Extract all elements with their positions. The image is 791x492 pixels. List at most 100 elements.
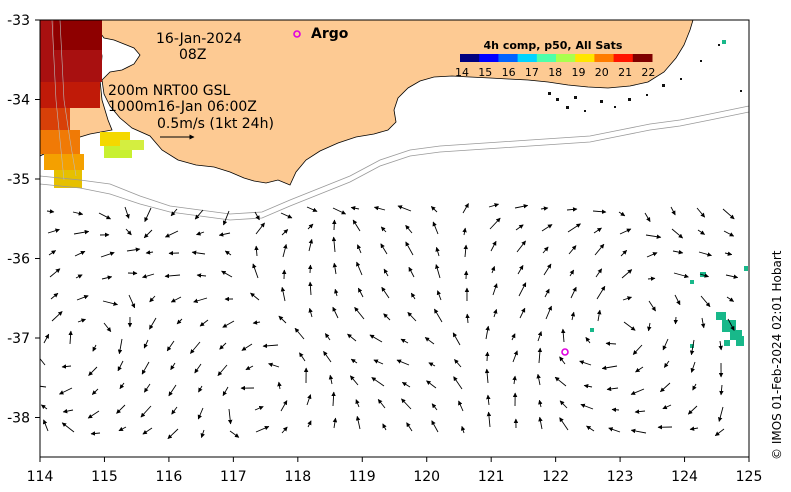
argo-legend-marker: [293, 30, 301, 38]
current-arrow: [381, 286, 390, 299]
time-label: 08Z: [179, 47, 206, 63]
current-arrow: [196, 273, 207, 278]
current-arrow: [596, 309, 602, 322]
current-arrow: [486, 394, 491, 406]
current-arrow: [191, 250, 206, 255]
current-arrow: [88, 366, 98, 376]
current-arrow: [486, 411, 492, 428]
current-arrow: [347, 333, 357, 342]
current-arrow: [663, 360, 670, 368]
current-arrow: [332, 306, 339, 319]
current-arrow: [324, 333, 331, 341]
colorbar-label: 16: [502, 66, 516, 79]
current-arrow: [700, 317, 706, 329]
current-arrow: [76, 295, 89, 301]
current-arrow: [593, 227, 602, 234]
contour-200m: [40, 105, 749, 215]
contour-200m-west: [59, 20, 77, 177]
current-arrow: [294, 327, 305, 340]
current-arrow: [579, 360, 592, 366]
current-arrow: [356, 261, 363, 276]
current-arrow: [143, 383, 151, 393]
colorbar-label: 17: [525, 66, 539, 79]
current-arrow: [432, 221, 439, 235]
y-axis: -33 -34 -35 -36 -37 -38: [7, 13, 40, 427]
y-tick-label: -33: [7, 13, 30, 29]
colorbar-labels: 14 15 16 17 18 19 20 21 22: [455, 66, 655, 79]
current-arrow: [611, 407, 620, 412]
current-arrow: [72, 211, 84, 216]
current-arrow: [543, 263, 552, 276]
current-arrow: [585, 337, 591, 344]
current-arrow: [119, 382, 125, 390]
y-tick-label: -35: [7, 172, 30, 188]
current-arrow: [166, 340, 175, 352]
current-arrow: [380, 243, 388, 255]
colorbar-label: 14: [455, 66, 469, 79]
current-arrow: [40, 385, 47, 388]
current-arrow: [356, 244, 362, 254]
current-arrow: [116, 404, 126, 414]
current-arrow: [218, 232, 231, 237]
x-tick-label: 120: [413, 469, 440, 485]
current-arrow: [355, 415, 361, 430]
current-arrow: [560, 328, 566, 343]
current-arrow: [61, 422, 75, 433]
current-arrow: [254, 406, 264, 411]
current-arrow: [164, 273, 181, 279]
current-arrow: [566, 207, 578, 212]
current-arrow: [518, 282, 527, 297]
current-arrow: [465, 313, 470, 324]
current-arrow: [75, 274, 83, 279]
current-arrow: [350, 206, 360, 211]
current-arrow: [542, 246, 549, 254]
current-arrow: [424, 337, 435, 345]
current-arrow: [140, 405, 152, 418]
current-arrow: [334, 288, 339, 297]
colorbar-label: 18: [548, 66, 562, 79]
x-tick-label: 118: [284, 469, 311, 485]
current-arrow: [380, 226, 387, 233]
current-arrow: [254, 211, 260, 221]
current-arrow: [142, 273, 155, 279]
current-arrow: [434, 308, 443, 323]
current-arrow: [727, 318, 735, 331]
current-arrow: [408, 266, 415, 278]
current-arrow: [485, 351, 490, 362]
current-arrow: [580, 403, 594, 410]
current-arrow: [73, 229, 90, 235]
current-arrow: [331, 236, 337, 253]
current-arrow: [306, 394, 312, 406]
current-arrow: [719, 384, 724, 396]
current-arrow: [352, 219, 361, 232]
current-arrow: [570, 311, 576, 321]
current-arrow: [662, 404, 672, 410]
current-arrow: [541, 224, 553, 232]
current-arrow: [462, 203, 469, 214]
current-arrow: [722, 208, 735, 220]
current-arrow: [718, 340, 723, 351]
current-arrow: [435, 264, 441, 279]
current-arrow: [229, 430, 240, 438]
current-arrow: [647, 276, 656, 281]
current-arrow: [144, 207, 152, 223]
colorbar-label: 15: [478, 66, 492, 79]
current-arrow: [605, 341, 617, 346]
current-arrow: [696, 207, 706, 218]
current-arrow: [280, 212, 293, 219]
current-arrow: [100, 251, 115, 258]
current-arrow: [538, 399, 543, 408]
current-arrow: [125, 228, 132, 236]
current-arrow: [142, 427, 153, 435]
current-arrow: [102, 300, 118, 306]
current-arrow: [118, 426, 127, 432]
current-arrow: [517, 264, 524, 275]
current-arrow: [254, 245, 259, 257]
current-arrow: [559, 356, 566, 365]
current-arrow: [458, 400, 464, 412]
current-arrow: [698, 251, 712, 257]
colorbar-swatch: [613, 54, 634, 62]
current-arrow: [219, 342, 227, 350]
current-arrow: [700, 295, 711, 308]
current-arrow: [224, 250, 232, 256]
